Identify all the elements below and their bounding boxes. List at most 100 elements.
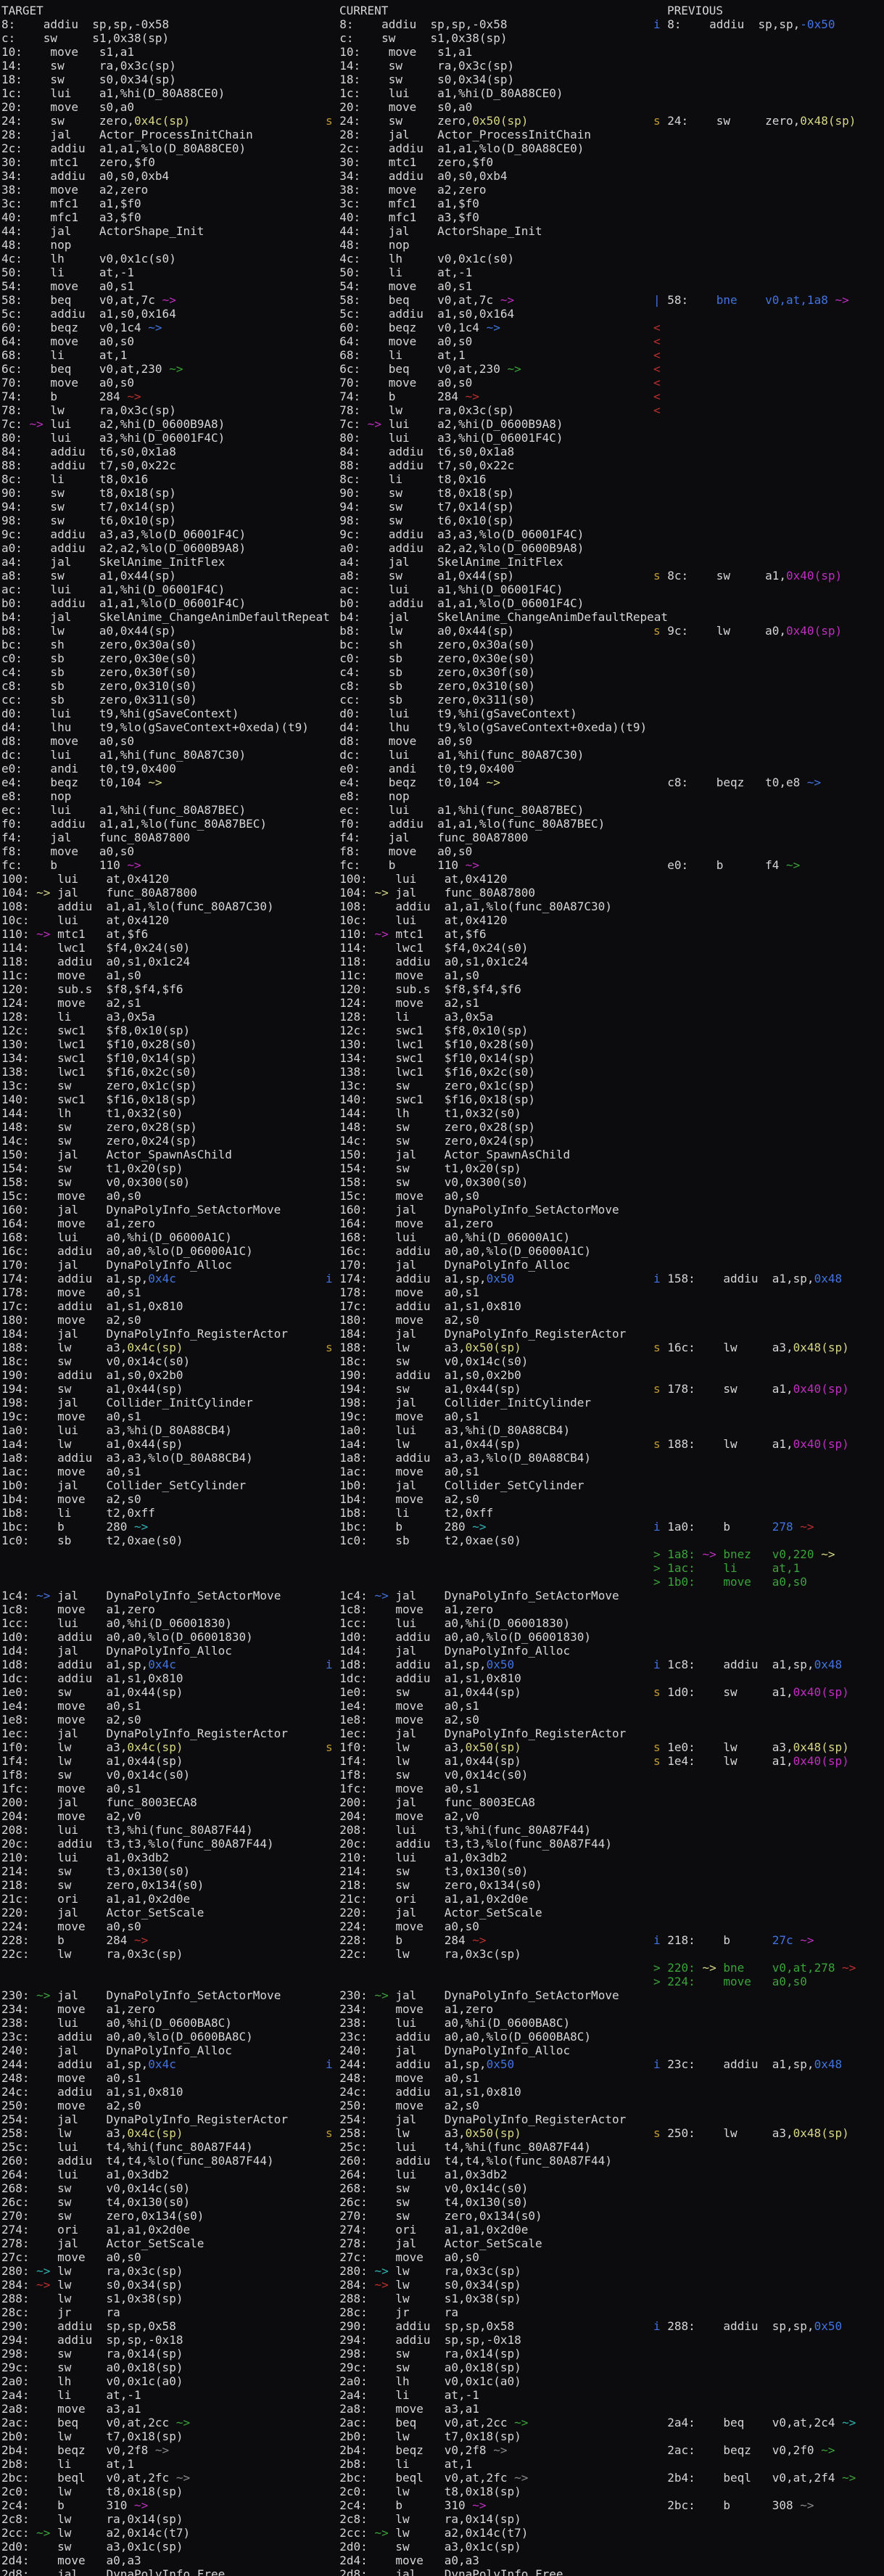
target-line: 22c: lw ra,0x3c(sp) bbox=[1, 1947, 183, 1961]
diff-highlight: ~> bbox=[374, 2264, 389, 2278]
target-line: 1ac: move a0,s1 bbox=[1, 1465, 141, 1478]
diff-row: 48: nop 48: nop bbox=[0, 238, 884, 252]
target-line: 168: lui a0,%hi(D_06000A1C) bbox=[1, 1230, 232, 1244]
current-line: 240: jal DynaPolyInfo_Alloc bbox=[326, 2044, 570, 2057]
diff-highlight: bne v0,at,1a8 bbox=[716, 293, 835, 307]
target-line: 20: move s0,a0 bbox=[1, 100, 134, 114]
current-line: 298: sw ra,0x14(sp) bbox=[326, 2347, 521, 2361]
asm-text: a0: addiu a2,a2,%lo(D_0600B9A8) bbox=[339, 541, 584, 555]
asm-text: 30: mtc1 zero,$f0 bbox=[1, 155, 155, 169]
diff-row: f0: addiu a1,a1,%lo(func_80A87BEC) f0: a… bbox=[0, 817, 884, 831]
asm-text: 9c: addiu a3,a3,%lo(D_06001F4C) bbox=[1, 527, 247, 541]
current-line: f4: jal func_80A87800 bbox=[326, 831, 528, 844]
diff-row: 280: ~> lw ra,0x3c(sp) 280: ~> lw ra,0x3… bbox=[0, 2264, 884, 2278]
diff-row: 114: lwc1 $f4,0x24(s0) 114: lwc1 $f4,0x2… bbox=[0, 941, 884, 955]
target-line: a8: sw a1,0x44(sp) bbox=[1, 569, 176, 583]
target-line: 28c: jr ra bbox=[1, 2305, 120, 2319]
target-line: 284: ~> lw s0,0x34(sp) bbox=[1, 2278, 183, 2292]
asm-text: jal DynaPolyInfo_SetActorMove bbox=[50, 1589, 281, 1602]
previous-line: e0: b f4 ~> bbox=[653, 858, 800, 872]
asm-text: 1c4: bbox=[1, 1589, 37, 1602]
asm-text: mtc1 at,$f6 bbox=[50, 927, 149, 941]
current-line: 10: move s1,a1 bbox=[326, 45, 472, 59]
asm-text: 9c: addiu a3,a3,%lo(D_06001F4C) bbox=[339, 527, 584, 541]
previous-line: > 1b0: move a0,s0 bbox=[653, 1575, 807, 1589]
diff-row: 19c: move a0,s1 19c: move a0,s1 bbox=[0, 1410, 884, 1423]
target-line: 1b8: li t2,0xff bbox=[1, 1506, 155, 1520]
asm-text: 64: move a0,s0 bbox=[1, 334, 135, 348]
target-line: 1c4: ~> jal DynaPolyInfo_SetActorMove bbox=[1, 1589, 281, 1602]
asm-text: 15c: move a0,s0 bbox=[339, 1189, 479, 1203]
current-line: d0: lui t9,%hi(gSaveContext) bbox=[326, 707, 577, 720]
asm-text: 2ac: beq v0,at,2cc bbox=[339, 2416, 515, 2429]
asm-text: jal DynaPolyInfo_SetActorMove bbox=[388, 1988, 619, 2002]
diff-row: 34: addiu a0,s0,0xb4 34: addiu a0,s0,0xb… bbox=[0, 169, 884, 183]
target-line: 98: sw t6,0x10(sp) bbox=[1, 514, 176, 527]
diff-row: 80: lui a3,%hi(D_06001F4C) 80: lui a3,%h… bbox=[0, 431, 884, 445]
target-line: 1a0: lui a3,%hi(D_80A88CB4) bbox=[1, 1423, 232, 1437]
asm-text: 78: lw ra,0x3c(sp) bbox=[1, 403, 176, 417]
current-line: 210: lui a1,0x3db2 bbox=[326, 1851, 507, 1864]
diff-row: 22c: lw ra,0x3c(sp) 22c: lw ra,0x3c(sp) bbox=[0, 1947, 884, 1961]
asm-text: 16c: addiu a0,a0,%lo(D_06000A1C) bbox=[1, 1244, 253, 1258]
target-line: 120: sub.s $f8,$f4,$f6 bbox=[1, 982, 183, 996]
asm-text: 6c: beq v0,at,230 bbox=[1, 362, 170, 376]
target-line: 25c: lui t4,%hi(func_80A87F44) bbox=[1, 2140, 253, 2154]
target-line: 130: lwc1 $f10,0x28(s0) bbox=[1, 1037, 197, 1051]
asm-text: c4: sb zero,0x30f(s0) bbox=[339, 665, 535, 679]
current-line: f0: addiu a1,a1,%lo(func_80A87BEC) bbox=[326, 817, 605, 831]
current-line: ec: lui a1,%hi(func_80A87BEC) bbox=[326, 803, 584, 817]
asm-text: 1a0: lui a3,%hi(D_80A88CB4) bbox=[1, 1423, 232, 1437]
diff-highlight: ~> bbox=[702, 1961, 716, 1975]
asm-text: d0: lui t9,%hi(gSaveContext) bbox=[339, 707, 577, 720]
diff-row: 168: lui a0,%hi(D_06000A1C) 168: lui a0,… bbox=[0, 1230, 884, 1244]
current-line: 1cc: lui a0,%hi(D_06001830) bbox=[326, 1616, 570, 1630]
asm-text: 10c: lui at,0x4120 bbox=[339, 913, 508, 927]
asm-text: 2b8: li at,1 bbox=[339, 2457, 473, 2471]
previous-line: 2b4: beql v0,at,2f4 ~> bbox=[653, 2471, 856, 2485]
asm-text: 238: lui a0,%hi(D_0600BA8C) bbox=[1, 2016, 232, 2030]
asm-text: 1b8: li t2,0xff bbox=[1, 1506, 155, 1520]
current-line: 138: lwc1 $f16,0x2c(s0) bbox=[326, 1065, 535, 1079]
diff-row: 30: mtc1 zero,$f0 30: mtc1 zero,$f0 bbox=[0, 155, 884, 169]
asm-text: b0: addiu a1,a1,%lo(D_06001F4C) bbox=[339, 596, 584, 610]
asm-text: 140: swc1 $f16,0x18(sp) bbox=[1, 1092, 197, 1106]
diff-row: 228: b 284 ~> 228: b 284 ~> i 218: b 27c … bbox=[0, 1933, 884, 1947]
diff-row: 1a0: lui a3,%hi(D_80A88CB4) 1a0: lui a3,… bbox=[0, 1423, 884, 1437]
asm-text: 288: lw s1,0x38(sp) bbox=[1, 2292, 183, 2305]
target-line: 138: lwc1 $f16,0x2c(s0) bbox=[1, 1065, 197, 1079]
current-line: 228: b 284 ~> bbox=[326, 1933, 486, 1947]
diff-highlight: ~> bbox=[36, 886, 51, 900]
asm-text: 210: lui a1,0x3db2 bbox=[1, 1851, 170, 1864]
current-line: c: sw s1,0x38(sp) bbox=[326, 31, 507, 45]
asm-text: 24c: addiu a1,s1,0x810 bbox=[1, 2085, 183, 2099]
asm-text: 2a8: move a3,a1 bbox=[1, 2402, 141, 2416]
current-line: 1c: lui a1,%hi(D_80A88CE0) bbox=[326, 86, 563, 100]
diff-row: 1b4: move a2,s0 1b4: move a2,s0 bbox=[0, 1492, 884, 1506]
current-line: 1a4: lw a1,0x44(sp) bbox=[326, 1437, 521, 1451]
current-line: i 174: addiu a1,sp,0x50 bbox=[326, 1272, 514, 1285]
current-line: 9c: addiu a3,a3,%lo(D_06001F4C) bbox=[326, 527, 584, 541]
target-line: 1b0: jal Collider_SetCylinder bbox=[1, 1478, 246, 1492]
current-line: 44: jal ActorShape_Init bbox=[326, 224, 542, 238]
diff-row: 200: jal func_8003ECA8 200: jal func_800… bbox=[0, 1795, 884, 1809]
target-line: 1e8: move a2,s0 bbox=[1, 1713, 141, 1727]
asm-text: 264: lui a1,0x3db2 bbox=[1, 2168, 170, 2181]
diff-highlight: ~> bbox=[36, 2526, 51, 2540]
diff-highlight: s bbox=[326, 1740, 340, 1754]
previous-line: > 1ac: li at,1 bbox=[653, 1561, 800, 1575]
asm-text: e4: beqz t0,104 bbox=[1, 775, 149, 789]
asm-text: 22c: lw ra,0x3c(sp) bbox=[1, 1947, 183, 1961]
target-line: 1bc: b 280 ~> bbox=[1, 1520, 148, 1534]
current-line: 150: jal Actor_SpawnAsChild bbox=[326, 1148, 570, 1161]
asm-text: d8: move a0,s0 bbox=[1, 734, 135, 748]
asm-text: 280: bbox=[1, 2264, 37, 2278]
diff-row: c0: sb zero,0x30e(s0) c0: sb zero,0x30e(… bbox=[0, 651, 884, 665]
asm-text: 1ac: move a0,s1 bbox=[1, 1465, 141, 1478]
asm-text: jal func_80A87800 bbox=[50, 886, 197, 900]
asm-text: 188: lw a3, bbox=[1, 1341, 128, 1354]
column-header-row: TARGET CURRENT PREVIOUS bbox=[0, 4, 884, 17]
current-line: 270: sw zero,0x134(s0) bbox=[326, 2209, 542, 2223]
diff-row: 1f8: sw v0,0x14c(s0) 1f8: sw v0,0x14c(s0… bbox=[0, 1768, 884, 1782]
asm-text: 10: move s1,a1 bbox=[339, 45, 473, 59]
